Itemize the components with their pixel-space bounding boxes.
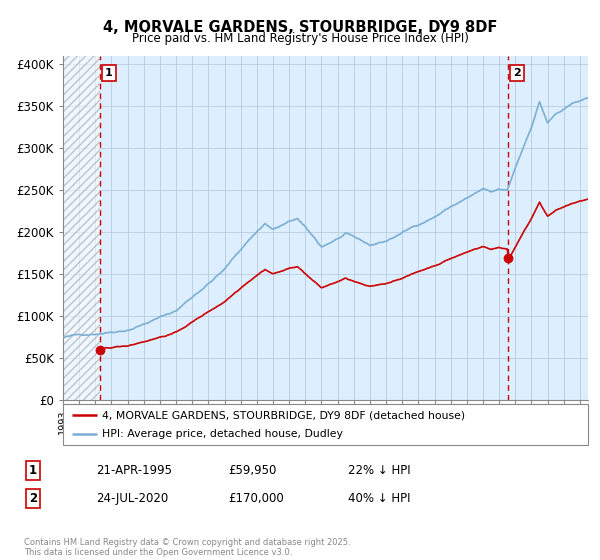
Text: 4, MORVALE GARDENS, STOURBRIDGE, DY9 8DF: 4, MORVALE GARDENS, STOURBRIDGE, DY9 8DF xyxy=(103,20,497,35)
Text: £170,000: £170,000 xyxy=(228,492,284,505)
Text: 4, MORVALE GARDENS, STOURBRIDGE, DY9 8DF (detached house): 4, MORVALE GARDENS, STOURBRIDGE, DY9 8DF… xyxy=(103,410,466,421)
Text: 1: 1 xyxy=(29,464,37,477)
Text: HPI: Average price, detached house, Dudley: HPI: Average price, detached house, Dudl… xyxy=(103,429,343,439)
Text: £59,950: £59,950 xyxy=(228,464,277,477)
Text: 1: 1 xyxy=(105,68,113,78)
Text: Contains HM Land Registry data © Crown copyright and database right 2025.
This d: Contains HM Land Registry data © Crown c… xyxy=(24,538,350,557)
Text: 2: 2 xyxy=(513,68,521,78)
Text: 22% ↓ HPI: 22% ↓ HPI xyxy=(348,464,410,477)
Text: Price paid vs. HM Land Registry's House Price Index (HPI): Price paid vs. HM Land Registry's House … xyxy=(131,32,469,45)
Bar xyxy=(63,56,100,400)
Text: 40% ↓ HPI: 40% ↓ HPI xyxy=(348,492,410,505)
Text: 2: 2 xyxy=(29,492,37,505)
Text: 21-APR-1995: 21-APR-1995 xyxy=(96,464,172,477)
Text: 24-JUL-2020: 24-JUL-2020 xyxy=(96,492,168,505)
